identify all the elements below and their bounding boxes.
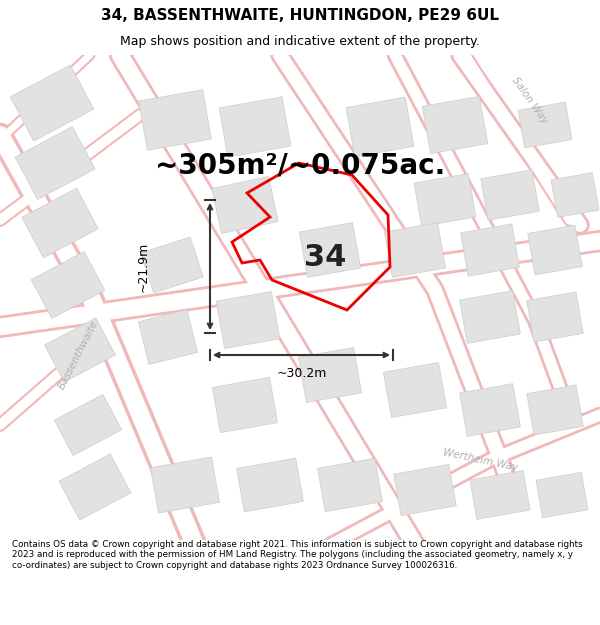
Polygon shape — [414, 174, 476, 226]
Polygon shape — [551, 173, 599, 218]
Text: ~30.2m: ~30.2m — [277, 367, 327, 380]
Text: ~21.9m: ~21.9m — [137, 242, 149, 292]
Polygon shape — [141, 237, 203, 293]
Polygon shape — [527, 385, 583, 435]
Polygon shape — [139, 309, 197, 364]
Polygon shape — [346, 97, 414, 157]
Polygon shape — [317, 458, 382, 512]
Polygon shape — [460, 291, 520, 343]
Polygon shape — [216, 291, 280, 349]
Polygon shape — [527, 292, 583, 342]
Polygon shape — [236, 458, 304, 512]
Polygon shape — [461, 224, 520, 276]
Polygon shape — [55, 394, 122, 456]
Polygon shape — [518, 102, 572, 148]
Polygon shape — [422, 96, 488, 154]
Polygon shape — [299, 222, 361, 278]
Polygon shape — [44, 318, 115, 382]
Polygon shape — [481, 170, 539, 220]
Polygon shape — [470, 471, 530, 519]
Polygon shape — [59, 454, 131, 520]
Polygon shape — [212, 378, 278, 432]
Polygon shape — [151, 457, 220, 513]
Text: Bassenthwaite: Bassenthwaite — [56, 319, 100, 391]
Polygon shape — [536, 472, 588, 518]
Polygon shape — [31, 251, 105, 319]
Polygon shape — [383, 362, 446, 418]
Polygon shape — [298, 348, 362, 403]
Text: 34, BASSENTHWAITE, HUNTINGDON, PE29 6UL: 34, BASSENTHWAITE, HUNTINGDON, PE29 6UL — [101, 8, 499, 23]
Text: Contains OS data © Crown copyright and database right 2021. This information is : Contains OS data © Crown copyright and d… — [12, 540, 583, 570]
Text: ~305m²/~0.075ac.: ~305m²/~0.075ac. — [155, 151, 445, 179]
Polygon shape — [15, 126, 95, 199]
Polygon shape — [139, 90, 211, 150]
Polygon shape — [394, 464, 456, 516]
Polygon shape — [528, 225, 582, 275]
Text: Map shows position and indicative extent of the property.: Map shows position and indicative extent… — [120, 35, 480, 48]
Text: Salon Way: Salon Way — [511, 75, 550, 125]
Polygon shape — [212, 176, 278, 234]
Polygon shape — [385, 222, 446, 278]
Text: 34: 34 — [304, 244, 346, 272]
Polygon shape — [10, 65, 94, 141]
Polygon shape — [22, 188, 98, 258]
Text: Wertheim Way: Wertheim Way — [442, 447, 518, 473]
Polygon shape — [219, 97, 291, 157]
Polygon shape — [460, 384, 520, 436]
